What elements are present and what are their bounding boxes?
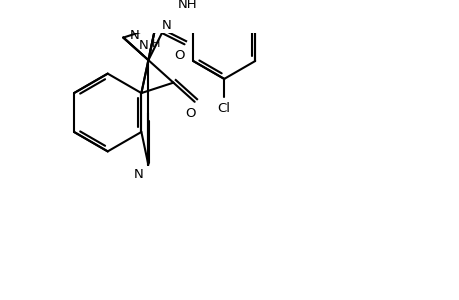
Text: N: N — [161, 19, 171, 32]
Text: Cl: Cl — [217, 102, 230, 115]
Text: N: N — [138, 39, 148, 52]
Text: O: O — [185, 107, 195, 120]
Text: NH: NH — [177, 0, 196, 11]
Text: O: O — [174, 49, 184, 62]
Text: H: H — [151, 39, 160, 49]
Text: N: N — [134, 168, 144, 182]
Text: N: N — [129, 29, 139, 42]
